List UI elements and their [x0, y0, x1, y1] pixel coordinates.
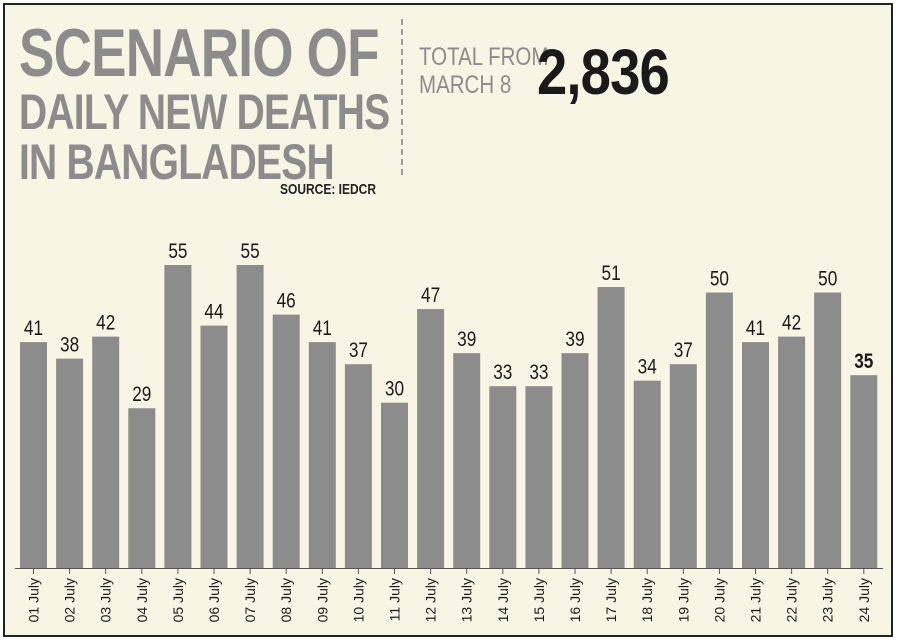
bar-12	[417, 309, 445, 568]
value-label-6: 44	[204, 301, 223, 324]
value-label-4: 29	[132, 384, 151, 407]
bar-2	[56, 358, 84, 568]
chart-title: SCENARIO OF DAILY NEW DEATHS IN BANGLADE…	[19, 15, 390, 190]
category-label-15: 15 July	[531, 578, 547, 622]
bar-4	[128, 408, 156, 568]
value-label-11: 30	[385, 378, 404, 401]
value-label-20: 50	[710, 268, 729, 291]
category-label-24: 24 July	[856, 578, 872, 622]
value-label-9: 41	[313, 318, 332, 341]
bar-3	[92, 336, 120, 568]
bar-11	[381, 402, 408, 568]
bar-23	[814, 292, 842, 568]
category-label-5: 05 July	[170, 578, 186, 622]
value-label-10: 37	[349, 340, 368, 363]
bar-21	[742, 342, 769, 568]
value-label-22: 42	[782, 312, 801, 335]
total-label-line-1: TOTAL FROM	[419, 43, 549, 71]
bar-24	[850, 375, 878, 568]
bar-17	[597, 287, 625, 568]
value-label-23: 50	[818, 268, 837, 291]
value-label-14: 33	[493, 362, 512, 385]
value-label-5: 55	[168, 241, 187, 264]
category-label-16: 16 July	[567, 578, 583, 622]
category-label-23: 23 July	[820, 578, 836, 622]
bar-18	[633, 380, 661, 568]
total-label-line-2: MARCH 8	[419, 71, 512, 99]
category-label-2: 02 July	[62, 578, 78, 622]
category-label-20: 20 July	[711, 578, 727, 622]
dashed-divider	[401, 19, 403, 175]
bar-20	[705, 292, 733, 568]
bar-22	[778, 336, 806, 568]
total-value: 2,836	[537, 36, 670, 108]
category-label-4: 04 July	[134, 578, 150, 622]
value-label-7: 55	[241, 241, 260, 264]
category-label-21: 21 July	[748, 578, 764, 622]
value-label-17: 51	[602, 263, 621, 286]
category-label-13: 13 July	[459, 578, 475, 622]
category-label-8: 08 July	[278, 578, 294, 622]
bar-6	[200, 325, 228, 568]
category-label-17: 17 July	[603, 578, 619, 622]
value-label-13: 39	[457, 329, 476, 352]
category-label-18: 18 July	[639, 578, 655, 622]
value-label-21: 41	[746, 318, 765, 341]
total-label: TOTAL FROM MARCH 8	[419, 43, 548, 99]
category-label-11: 11 July	[387, 578, 403, 621]
category-label-10: 10 July	[350, 578, 366, 622]
category-label-12: 12 July	[423, 578, 439, 622]
value-label-2: 38	[60, 334, 79, 357]
bar-14	[489, 386, 517, 568]
value-label-15: 33	[529, 362, 548, 385]
bar-16	[561, 353, 589, 568]
value-label-1: 41	[24, 318, 43, 341]
value-label-12: 47	[421, 285, 440, 308]
value-label-8: 46	[277, 290, 296, 313]
bar-1	[20, 342, 47, 568]
infographic-frame: SCENARIO OF DAILY NEW DEATHS IN BANGLADE…	[3, 3, 893, 637]
category-label-19: 19 July	[675, 578, 691, 622]
bar-5	[164, 265, 192, 568]
category-label-6: 06 July	[206, 578, 222, 622]
bar-chart: 41 01 July 38 02 July 42 03 July 29 04 July 55 05…	[15, 241, 883, 622]
bar-13	[453, 353, 481, 568]
source-note: SOURCE: IEDCR	[280, 181, 377, 198]
title-line-1: SCENARIO OF	[19, 15, 380, 91]
category-label-9: 09 July	[314, 578, 330, 622]
value-label-24: 35	[854, 351, 873, 374]
bar-15	[525, 386, 553, 568]
bar-19	[669, 364, 697, 568]
value-label-3: 42	[96, 312, 115, 335]
value-label-18: 34	[638, 356, 657, 379]
value-label-19: 37	[674, 340, 693, 363]
bar-7	[236, 265, 264, 568]
bar-10	[344, 364, 372, 568]
title-line-2: DAILY NEW DEATHS	[19, 84, 390, 140]
category-label-7: 07 July	[242, 578, 258, 622]
title-line-3: IN BANGLADESH	[19, 134, 335, 190]
bar-9	[308, 342, 336, 568]
category-label-1: 01 July	[26, 578, 42, 622]
value-label-16: 39	[565, 329, 584, 352]
category-label-3: 03 July	[98, 578, 114, 622]
category-label-22: 22 July	[784, 578, 800, 622]
category-label-14: 14 July	[495, 578, 511, 622]
bar-8	[272, 314, 300, 568]
